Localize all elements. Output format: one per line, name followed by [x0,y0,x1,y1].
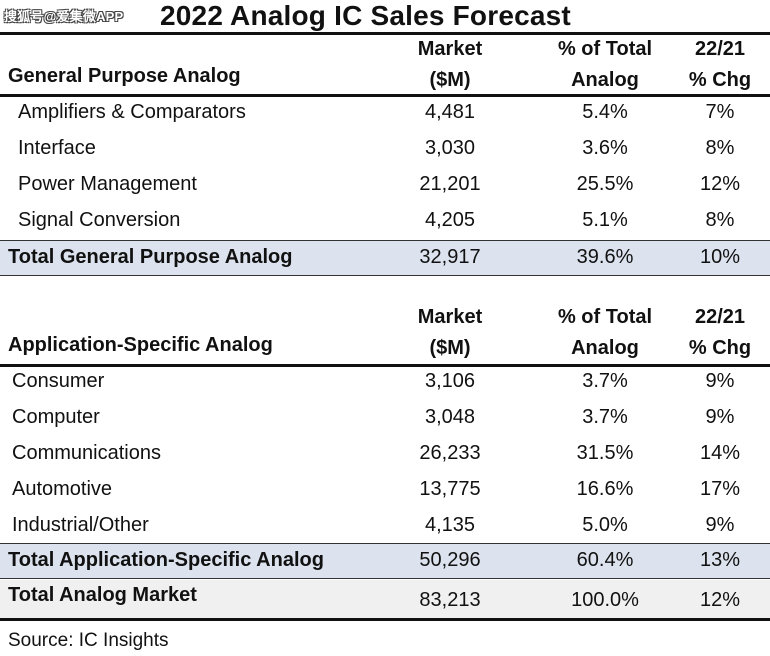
row-change: 9% [705,514,735,536]
bottom-rule [0,618,770,621]
col-market-line2: ($M) [429,69,471,91]
row-share: 31.5% [576,442,634,464]
table-row: Signal Conversion 4,205 5.1% 8% [0,204,770,240]
col-market-line1: Market [417,306,483,328]
table-row: Automotive 13,775 16.6% 17% [0,473,770,509]
top-rule [0,32,770,35]
table-row: Power Management 21,201 25.5% 12% [0,168,770,204]
row-label: Computer [12,406,100,428]
table-row: Industrial/Other 4,135 5.0% 9% [0,509,770,545]
col-change-line2: % Chg [688,69,752,91]
row-label: Signal Conversion [18,209,181,231]
col-change-line2: % Chg [688,337,752,359]
col-market-line2: ($M) [429,337,471,359]
row-label: Total General Purpose Analog [8,246,293,268]
table-row: Communications 26,233 31.5% 14% [0,437,770,473]
row-change: 12% [699,589,741,611]
row-change: 8% [705,137,735,159]
row-market: 32,917 [419,246,481,268]
row-change: 12% [699,173,741,195]
col-market-header: Market ($M) [400,302,500,364]
general-header: General Purpose Analog Market ($M) % of … [0,34,770,94]
row-share: 25.5% [576,173,634,195]
row-label: Power Management [18,173,197,195]
general-heading: General Purpose Analog [8,65,241,87]
row-change: 9% [705,406,735,428]
table-row: Interface 3,030 3.6% 8% [0,132,770,168]
row-share: 3.6% [582,137,628,159]
specific-heading: Application-Specific Analog [8,334,273,356]
row-change: 8% [705,209,735,231]
row-market: 3,030 [424,137,476,159]
row-change: 13% [699,549,741,571]
row-change: 17% [699,478,741,500]
row-change: 10% [699,246,741,268]
row-market: 83,213 [419,589,481,611]
row-share: 39.6% [576,246,634,268]
col-change-line1: 22/21 [694,38,746,60]
table-row: Amplifiers & Comparators 4,481 5.4% 7% [0,96,770,132]
row-label: Automotive [12,478,113,500]
row-share: 3.7% [582,406,628,428]
row-share: 60.4% [576,549,634,571]
row-share: 3.7% [582,370,628,392]
row-label: Interface [18,137,96,159]
specific-total-row: Total Application-Specific Analog 50,296… [0,544,770,578]
row-market: 4,205 [424,209,476,231]
row-change: 7% [705,101,735,123]
col-share-line2: Analog [571,337,639,359]
col-share-line2: Analog [571,69,639,91]
source-note: Source: IC Insights [8,630,169,651]
col-share-header: % of Total Analog [555,302,655,364]
specific-header-rule [0,364,770,367]
row-market: 21,201 [419,173,481,195]
table-row: Computer 3,048 3.7% 9% [0,401,770,437]
row-label: Communications [12,442,161,464]
table-row: Consumer 3,106 3.7% 9% [0,365,770,401]
general-total-row: Total General Purpose Analog 32,917 39.6… [0,241,770,275]
grand-total-row: Total Analog Market 83,213 100.0% 12% [0,580,770,618]
row-market: 26,233 [419,442,481,464]
row-share: 5.4% [582,101,628,123]
watermark: 搜狐号@爱集微APP [4,9,124,24]
col-market-header: Market ($M) [400,34,500,96]
row-share: 5.0% [582,514,628,536]
specific-header: Application-Specific Analog Market ($M) … [0,302,770,364]
row-label: Industrial/Other [12,514,149,536]
row-share: 5.1% [582,209,628,231]
row-change: 14% [699,442,741,464]
specific-total-top-rule [0,543,770,544]
col-change-header: 22/21 % Chg [670,34,770,96]
col-share-line1: % of Total [557,38,653,60]
general-total-top-rule [0,240,770,241]
general-total-bottom-rule [0,275,770,276]
row-change: 9% [705,370,735,392]
table-title: 2022 Analog IC Sales Forecast [160,0,571,31]
col-share-header: % of Total Analog [555,34,655,96]
row-share: 100.0% [571,589,639,611]
general-header-rule [0,94,770,97]
col-change-line1: 22/21 [694,306,746,328]
col-change-header: 22/21 % Chg [670,302,770,364]
col-share-line1: % of Total [557,306,653,328]
row-market: 3,048 [424,406,476,428]
row-market: 4,135 [424,514,476,536]
row-market: 13,775 [419,478,481,500]
col-market-line1: Market [417,38,483,60]
row-label: Amplifiers & Comparators [18,101,246,123]
specific-total-bottom-rule [0,578,770,579]
row-label: Total Analog Market [8,584,197,606]
row-label: Total Application-Specific Analog [8,549,324,571]
row-label: Consumer [12,370,105,392]
row-market: 3,106 [424,370,476,392]
row-market: 50,296 [419,549,481,571]
row-share: 16.6% [576,478,634,500]
row-market: 4,481 [424,101,476,123]
